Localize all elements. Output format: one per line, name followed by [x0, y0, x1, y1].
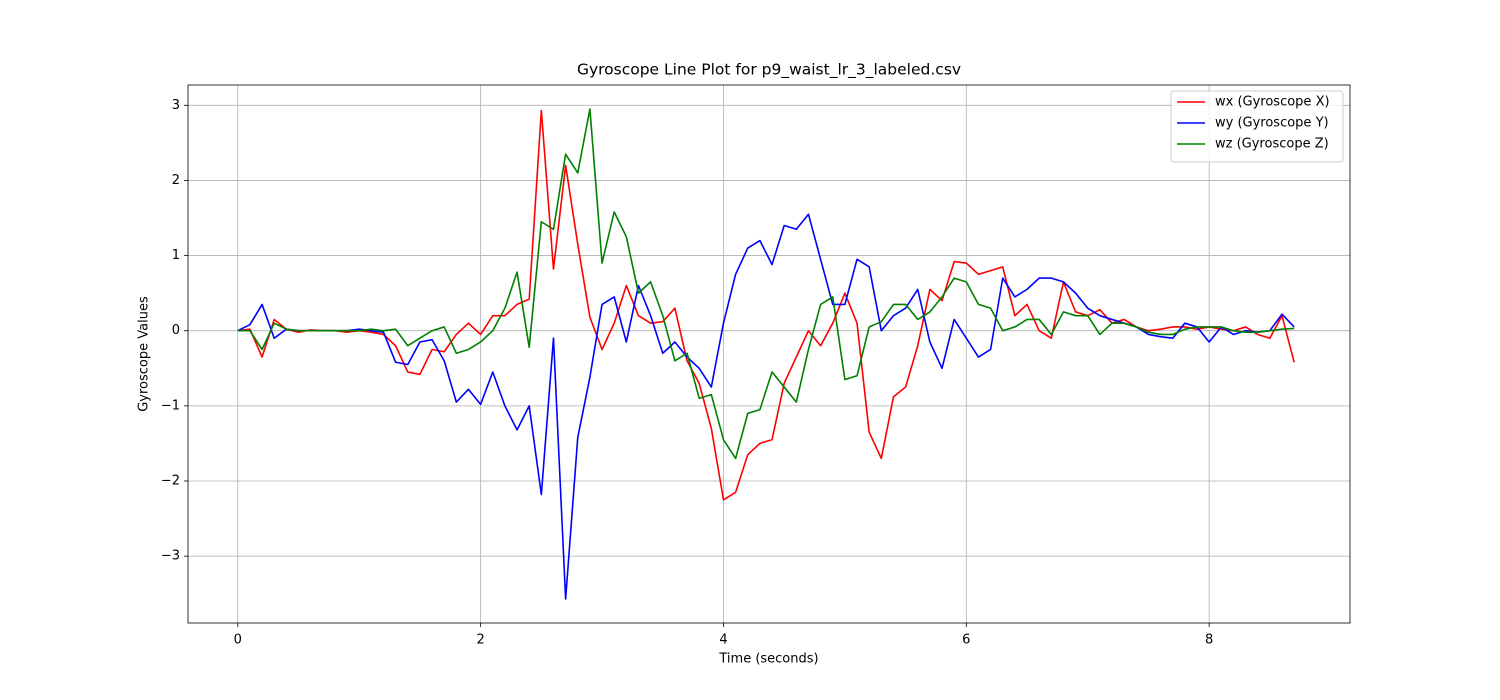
legend-box: [1170, 90, 1344, 163]
y-tick-label: 2: [172, 173, 180, 188]
x-tick-label: 6: [962, 633, 970, 648]
y-tick-label: −2: [161, 473, 180, 488]
x-tick-label: 4: [719, 633, 727, 648]
plot-frame: [187, 84, 1351, 624]
y-tick-label: −3: [161, 549, 180, 564]
legend-label: wz (Gyroscope Z): [1215, 137, 1329, 152]
x-tick-label: 8: [1205, 633, 1213, 648]
x-tick-label: 0: [234, 633, 242, 648]
chart-title: Gyroscope Line Plot for p9_waist_lr_3_la…: [577, 61, 961, 80]
y-tick-label: 1: [172, 248, 180, 263]
y-tick-label: 3: [172, 98, 180, 113]
y-tick-label: 0: [172, 323, 180, 338]
data-line: [237, 213, 1295, 600]
x-tick-label: 2: [476, 633, 484, 648]
y-tick-label: −1: [161, 398, 180, 413]
legend-label: wx (Gyroscope X): [1215, 95, 1330, 110]
x-axis-label: Time (seconds): [718, 652, 818, 667]
data-line: [237, 108, 1295, 460]
y-axis-label: Gyroscope Values: [137, 296, 152, 412]
legend-label: wy (Gyroscope Y): [1215, 116, 1329, 131]
